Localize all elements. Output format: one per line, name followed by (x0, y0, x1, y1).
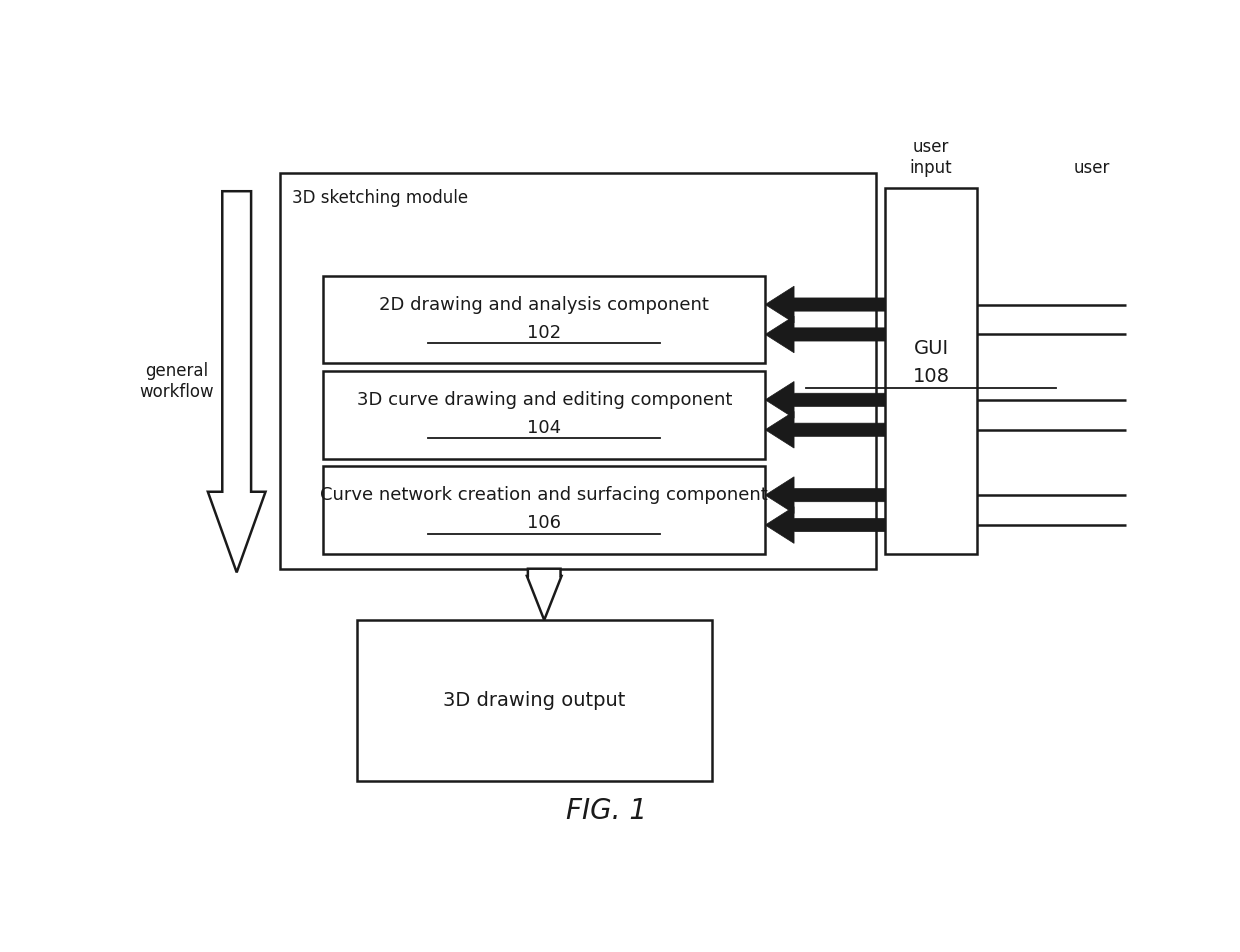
Text: 3D curve drawing and editing component: 3D curve drawing and editing component (357, 391, 732, 409)
Text: 2D drawing and analysis component: 2D drawing and analysis component (379, 296, 709, 314)
Polygon shape (527, 568, 562, 620)
Polygon shape (765, 382, 885, 418)
Bar (324, 275, 765, 364)
Bar (357, 620, 712, 782)
Bar (324, 371, 765, 459)
Polygon shape (765, 506, 885, 544)
Text: 104: 104 (527, 419, 562, 437)
Text: 108: 108 (913, 367, 950, 387)
Text: Curve network creation and surfacing component: Curve network creation and surfacing com… (320, 486, 768, 505)
Polygon shape (208, 191, 265, 572)
Text: user
input: user input (910, 138, 952, 176)
Text: general
workflow: general workflow (140, 363, 215, 401)
Polygon shape (765, 287, 885, 323)
Text: 3D drawing output: 3D drawing output (444, 691, 626, 710)
Bar (324, 466, 765, 554)
Text: user: user (1074, 159, 1110, 176)
Bar (280, 173, 875, 568)
Text: 3D sketching module: 3D sketching module (293, 189, 474, 207)
Text: FIG. 1: FIG. 1 (567, 797, 647, 825)
Text: 106: 106 (527, 514, 562, 532)
Text: 102: 102 (527, 324, 562, 342)
Bar (885, 188, 977, 554)
Polygon shape (765, 316, 885, 353)
Polygon shape (765, 477, 885, 513)
Polygon shape (765, 411, 885, 448)
Text: GUI: GUI (914, 339, 949, 358)
